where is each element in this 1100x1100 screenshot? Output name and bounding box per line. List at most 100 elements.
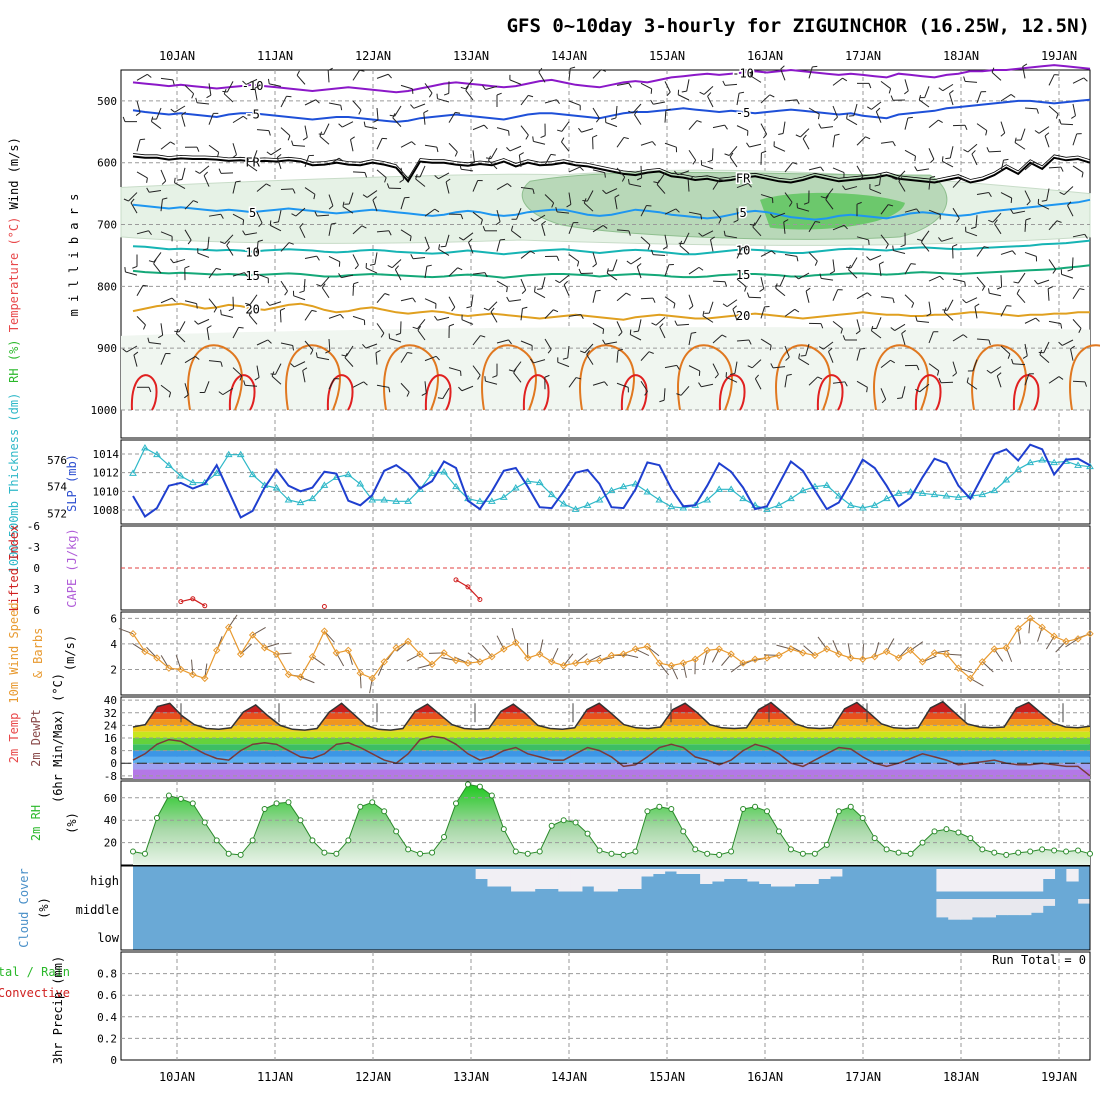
wind-barb (206, 328, 210, 341)
wind-barb-flag (700, 214, 703, 220)
wind-barb-flag (729, 152, 734, 158)
wind-barb-flag (604, 172, 606, 178)
isotherm-25-cell (481, 344, 537, 411)
wind-barb (634, 114, 642, 125)
wind-barb (304, 155, 310, 168)
wind-barb (904, 79, 909, 92)
wind-barb-flag (910, 263, 916, 265)
wind-barb-flag (206, 94, 212, 99)
precip-frame (120, 951, 1091, 1061)
wind-speed-point (691, 655, 699, 663)
wind-barb (640, 82, 652, 90)
wind-barb (928, 301, 932, 314)
rh-point (775, 828, 782, 835)
wind-barb (365, 267, 378, 274)
wind-barb (784, 375, 788, 388)
wind-barb (612, 259, 618, 271)
wind-barb-flag (602, 328, 605, 335)
wind-barb-flag (974, 303, 980, 307)
wind-barb-flag (846, 113, 848, 119)
temp-band (133, 731, 1090, 738)
wind-barb-flag (771, 250, 776, 255)
wind-barb (160, 141, 171, 150)
isotherm-label: -10 (242, 79, 264, 93)
wind-barb-flag (287, 135, 291, 141)
cloud-high-gap (960, 869, 973, 892)
wind-barb-flag (834, 133, 840, 136)
wind-barb-flag (359, 69, 365, 72)
wind-barb-flag (939, 275, 944, 281)
wind-barb-flag (325, 350, 331, 354)
wind-barb-flag (1006, 305, 1012, 307)
wind-barb (1039, 354, 1050, 364)
wind-barb-flag (988, 339, 991, 345)
wind-barb (918, 99, 930, 108)
wind-barb-flag (738, 91, 745, 94)
wind-barb (160, 169, 167, 182)
wind-barb-flag (1067, 201, 1072, 206)
cape-y-label: CAPE (J/kg) (65, 528, 79, 607)
wind-speed-point (524, 654, 532, 662)
wind-barb-flag (941, 156, 944, 162)
wind-barb-flag (1047, 286, 1053, 290)
wind-barb (736, 125, 749, 132)
wind-barb-flag (510, 225, 514, 231)
wind-barb-flag (888, 204, 894, 207)
wind-barb-flag (996, 372, 1002, 377)
wind-barb (856, 236, 869, 241)
wind-barb (485, 380, 498, 385)
wind-barb-flag (1060, 323, 1063, 329)
wind-barb-flag (1058, 341, 1063, 346)
wind-barb-flag (244, 272, 248, 277)
wind-barb (563, 284, 570, 296)
wind-barb (640, 165, 643, 178)
wind-barb (472, 365, 481, 376)
wind-barb-flag (369, 263, 376, 266)
wind-barb-flag (469, 161, 475, 165)
rh-point (740, 806, 747, 812)
wind-barb-flag (541, 220, 546, 225)
rh-point (297, 817, 304, 824)
wind-barb (568, 192, 572, 205)
wind-barb-flag (818, 123, 822, 129)
wind-barb (976, 276, 986, 287)
temp2m-line (132, 700, 1091, 731)
wind-barb-flag (148, 230, 152, 236)
rh-point (560, 817, 567, 824)
wind-barb-flag (415, 174, 418, 180)
wind-barb-flag (232, 154, 237, 159)
wind-barb (424, 208, 436, 217)
wind-barb-flag (406, 391, 410, 397)
wind-barb (557, 211, 570, 214)
wind-barb (1000, 192, 1012, 199)
wind-barb-flag (555, 279, 560, 284)
wind-barb-flag (964, 281, 966, 287)
wind-barb-flag (194, 356, 200, 360)
wind-barb-flag (752, 222, 756, 228)
wind-barb (133, 354, 138, 367)
wind-barb-flag (451, 306, 456, 312)
wind-barb-flag (1022, 355, 1028, 359)
pressure-tick-500: 500 (97, 95, 117, 108)
rh-point (464, 781, 471, 788)
wind-barb (232, 367, 243, 377)
wind-barb-flag (915, 316, 918, 322)
wind-barb (256, 339, 269, 346)
wind-barb (821, 126, 834, 129)
wind-barb-flag (1033, 161, 1039, 165)
wind-barb-flag (759, 288, 764, 293)
rh-point (668, 806, 675, 812)
wind-barb-flag (875, 107, 881, 112)
thickness-point (296, 498, 305, 506)
wind-barb (559, 274, 570, 284)
wind-barb-flag (488, 155, 491, 161)
wind-barb-flag (213, 307, 217, 313)
wind-barb (366, 190, 378, 198)
rh-point (452, 800, 459, 807)
wind-barb-flag (866, 106, 872, 110)
wind-barb-flag (315, 99, 320, 104)
wind-barb-flag (1081, 172, 1084, 178)
wind-barb (1061, 273, 1074, 279)
wind-barb (424, 236, 430, 249)
wind-barb-flag (191, 93, 195, 99)
